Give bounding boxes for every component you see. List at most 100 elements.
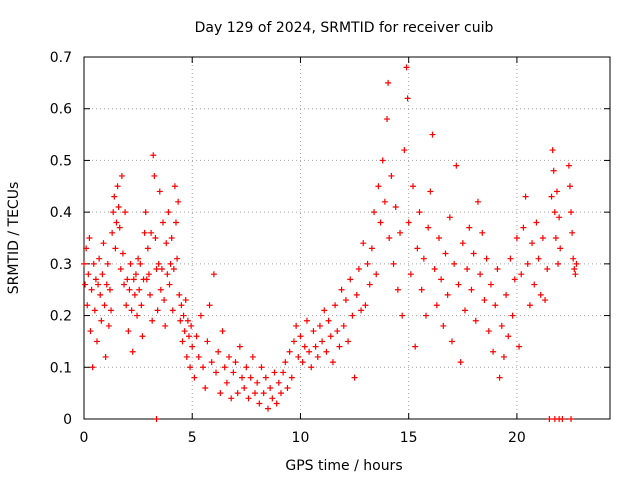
data-point (236, 343, 243, 350)
data-point (228, 395, 235, 402)
data-point (312, 343, 319, 350)
data-point (368, 245, 375, 252)
data-point (128, 307, 135, 314)
x-tick-label: 5 (188, 430, 197, 446)
data-point (336, 343, 343, 350)
data-point (161, 297, 168, 304)
data-point (183, 353, 190, 360)
data-point (440, 322, 447, 329)
data-point (234, 390, 241, 397)
data-point (114, 183, 121, 190)
data-point (297, 333, 304, 340)
data-point (479, 229, 486, 236)
data-point (239, 374, 246, 381)
data-point (91, 307, 98, 314)
data-point (301, 343, 308, 350)
data-point (123, 302, 130, 309)
data-point (351, 374, 358, 381)
data-point (399, 312, 406, 319)
data-point (306, 348, 313, 355)
data-point (217, 390, 224, 397)
data-point (221, 364, 228, 371)
data-point (109, 229, 116, 236)
data-point (277, 390, 284, 397)
data-point (121, 281, 128, 288)
data-point (262, 374, 269, 381)
data-point (148, 229, 155, 236)
data-point (385, 79, 392, 86)
data-point (559, 416, 566, 422)
data-point (481, 297, 488, 304)
data-point (539, 235, 546, 241)
data-point (381, 198, 388, 205)
data-point (189, 343, 196, 350)
data-point (418, 286, 425, 293)
data-point (254, 379, 261, 386)
data-point (129, 348, 136, 355)
data-point (258, 364, 265, 371)
data-point (256, 400, 263, 407)
data-point (549, 147, 556, 154)
data-point (142, 209, 149, 216)
data-point (455, 281, 462, 288)
data-point (284, 384, 291, 391)
data-point (103, 281, 110, 288)
data-point (568, 209, 575, 216)
data-point (151, 172, 158, 179)
data-point (503, 291, 510, 298)
data-point (230, 369, 237, 376)
data-point (131, 291, 138, 298)
data-point (490, 348, 497, 355)
data-point (431, 266, 438, 273)
data-point (571, 266, 578, 273)
data-point (96, 255, 103, 262)
data-point (535, 255, 542, 262)
data-point (404, 95, 411, 102)
data-point (468, 286, 475, 293)
data-point (89, 364, 96, 371)
data-point (412, 343, 419, 350)
data-point (401, 147, 408, 154)
data-point (115, 203, 122, 210)
data-point (446, 214, 453, 221)
data-point (124, 276, 131, 283)
data-point (197, 312, 204, 319)
data-point (485, 328, 492, 335)
data-point (553, 188, 560, 195)
data-point (97, 291, 104, 298)
data-point (353, 291, 360, 298)
data-point (241, 384, 248, 391)
data-point (483, 255, 490, 262)
data-point (130, 276, 137, 283)
data-point (299, 359, 306, 366)
data-point (429, 131, 436, 138)
data-point (345, 338, 352, 345)
data-point (496, 374, 503, 381)
data-point (179, 338, 186, 345)
data-point (569, 229, 576, 236)
data-point (321, 307, 328, 314)
data-point (149, 317, 156, 324)
data-point (95, 281, 102, 288)
data-point (310, 328, 317, 335)
x-tick-label: 10 (292, 430, 310, 446)
data-point (364, 260, 371, 267)
data-point (138, 302, 145, 309)
data-point (90, 260, 97, 267)
data-point (509, 312, 516, 319)
data-point (152, 235, 159, 241)
data-point (323, 348, 330, 355)
data-point (86, 235, 93, 241)
data-point (334, 328, 341, 335)
data-point (394, 286, 401, 293)
data-point (135, 255, 142, 262)
data-point (565, 162, 572, 169)
data-point (170, 266, 177, 273)
data-point (470, 250, 477, 257)
data-point (360, 240, 367, 247)
data-point (386, 235, 393, 241)
data-point (303, 317, 310, 324)
data-point (162, 322, 169, 329)
scatter-points (81, 64, 580, 422)
data-point (269, 395, 276, 402)
